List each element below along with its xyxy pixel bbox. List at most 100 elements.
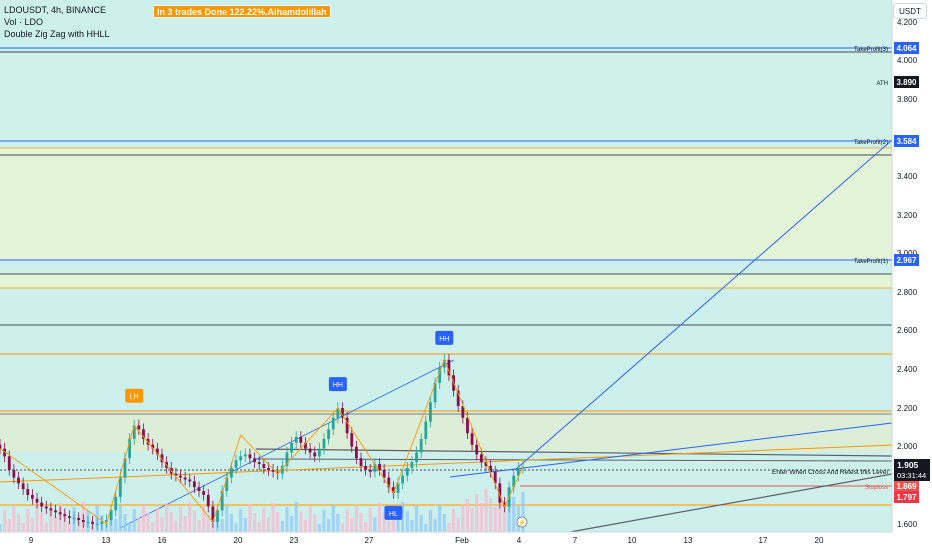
x-tick-label: 23 [290, 536, 299, 545]
candle-body [484, 462, 488, 466]
entry-level-label: Enter When Cross And Retest this Level [772, 469, 889, 476]
volume-bar [368, 508, 372, 532]
level-price-tag [894, 135, 919, 147]
volume-bar [512, 497, 516, 532]
candle-body [91, 521, 94, 524]
level-price-value: 4.064 [896, 44, 917, 53]
volume-bar [438, 505, 442, 532]
y-tick-label: 2.200 [897, 404, 918, 413]
volume-bar [141, 504, 146, 532]
volume-bar [30, 518, 34, 532]
volume-bar [266, 517, 271, 532]
zigzag-indicator[interactable]: Double Zig Zag with HHLL [4, 29, 110, 39]
volume-bar [178, 507, 183, 532]
volume-bar [146, 513, 150, 532]
volume-bar [280, 521, 284, 532]
volume-bar [340, 523, 345, 532]
x-tick-label: 20 [815, 536, 824, 545]
candle-body [415, 452, 418, 463]
y-tick-label: 3.200 [897, 211, 918, 220]
y-tick-label: 2.800 [897, 288, 918, 297]
candle-body [378, 464, 381, 470]
pivot-label-box [328, 377, 347, 392]
candle-body [243, 454, 247, 457]
candle-body [7, 456, 11, 470]
volume-bar [364, 522, 368, 532]
volume-bar [313, 515, 317, 532]
candle-body [461, 406, 465, 418]
volume-bar [26, 509, 30, 532]
volume-bar [40, 513, 44, 532]
candle-body [44, 506, 48, 509]
volume-bar [234, 523, 238, 532]
candle-body [294, 437, 298, 443]
candle-body [336, 408, 340, 418]
volume-bar [7, 519, 11, 532]
candle-body [58, 512, 62, 515]
volume-bar [0, 524, 2, 532]
volume-bar [451, 509, 456, 532]
volume-bar [382, 512, 386, 532]
candle-body [216, 510, 219, 522]
volume-bar [387, 521, 391, 532]
currency-button[interactable]: USDT [893, 3, 927, 19]
y-tick-label: 2.400 [897, 365, 918, 374]
y-tick-label: 3.000 [897, 249, 918, 258]
candle-body [95, 523, 99, 525]
volume-bar [49, 508, 53, 532]
candle-body [424, 421, 428, 439]
current-price: 1.905 [897, 460, 919, 470]
y-tick-label: 4.200 [897, 18, 918, 27]
candle-body [331, 417, 335, 430]
candle-body [262, 464, 266, 468]
volume-bar [354, 504, 358, 532]
x-tick-label: 10 [628, 536, 637, 545]
level-price-value: 3.890 [896, 78, 917, 87]
volume-bar [197, 520, 201, 532]
volume-bar [308, 506, 312, 532]
y-tick-label: 2.000 [897, 442, 918, 451]
volume-bar [155, 508, 159, 532]
volume-bar [470, 508, 474, 532]
orange-zigzag [0, 358, 524, 525]
candle-body [211, 506, 215, 522]
time-axis [0, 532, 892, 550]
candle-body [21, 483, 25, 490]
candle-body [290, 442, 293, 453]
volume-bar [104, 524, 109, 532]
symbol-title[interactable]: LDOUSDT, 4h, BINANCE [4, 5, 107, 15]
lightning-icon: ⚡ [518, 518, 527, 527]
volume-bar [294, 502, 298, 532]
pivot-label: HH [333, 382, 343, 389]
volume-bar [192, 511, 196, 532]
level-price-tag [894, 76, 919, 88]
volume-bar [447, 523, 451, 532]
candle-body [299, 437, 303, 443]
candle-body [197, 487, 201, 492]
candle-body [489, 465, 493, 472]
volume-bar [137, 518, 141, 532]
pivot-label-box [125, 388, 144, 403]
candle-body [401, 475, 405, 484]
candle-body [100, 521, 104, 524]
volume-bar [419, 515, 423, 532]
volume-bar [220, 519, 224, 532]
volume-bar [35, 504, 39, 532]
y-tick-label: 3.800 [897, 95, 918, 104]
level-price-tag [894, 480, 919, 492]
candle-body [128, 438, 131, 459]
level-label: TakeProfit(1) [854, 259, 888, 265]
volume-bar [289, 516, 294, 532]
candle-body [364, 465, 368, 470]
volume-indicator[interactable]: Vol · LDO [4, 17, 44, 27]
candle-body [512, 475, 516, 488]
volume-bar [331, 505, 335, 532]
candle-body [456, 390, 460, 407]
grey-trendline [569, 473, 893, 533]
volume-bar [521, 492, 525, 532]
candle-body [419, 438, 423, 453]
volume-bar [276, 512, 280, 532]
candle-body [137, 425, 141, 430]
